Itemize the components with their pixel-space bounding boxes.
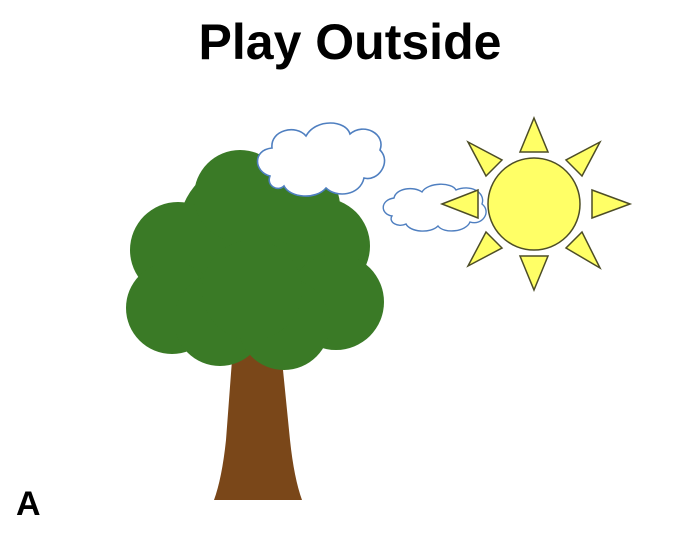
corner-label: A (16, 485, 41, 523)
sun-ray (518, 116, 550, 153)
tree-trunk (214, 352, 302, 500)
sun-icon (439, 116, 633, 292)
sun-ray (466, 140, 504, 178)
sun-ray (439, 188, 479, 220)
cloud-icon (382, 183, 487, 232)
sun-ray (591, 188, 633, 220)
slide-title: Play Outside (198, 14, 502, 70)
tree-icon (126, 150, 384, 500)
sun-ray (564, 140, 602, 178)
cloud-icon (256, 122, 386, 197)
sun-ray (564, 230, 602, 270)
sun-ray (518, 255, 550, 292)
sun-ray (466, 230, 504, 268)
sun-disc (487, 157, 581, 251)
